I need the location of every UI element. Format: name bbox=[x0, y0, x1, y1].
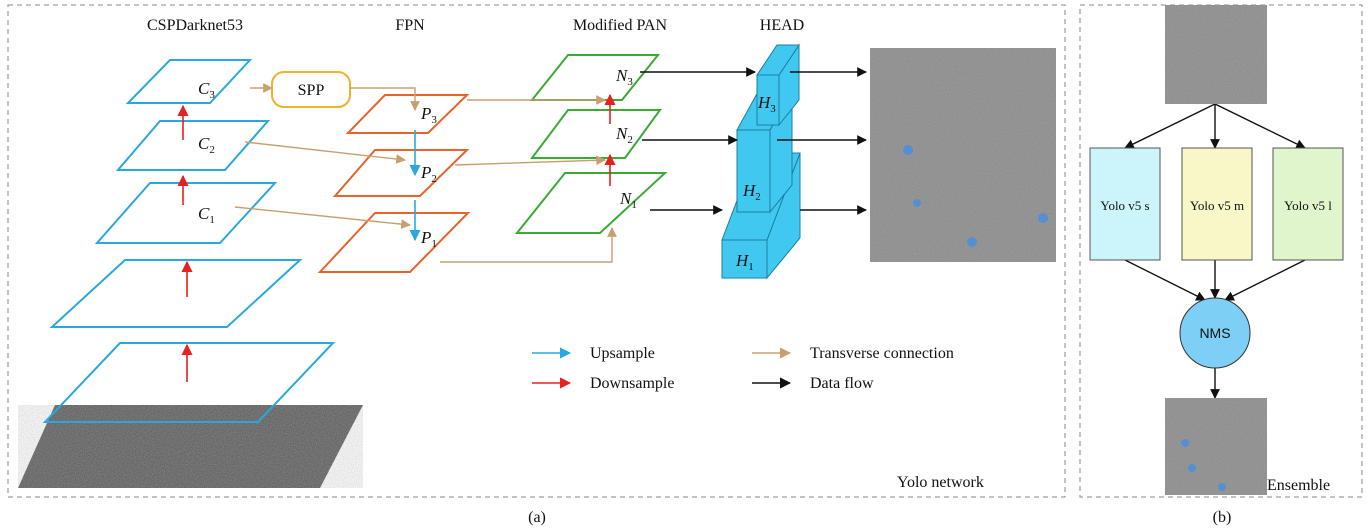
ensemble-output-image bbox=[1165, 398, 1267, 495]
layer-label: C3 bbox=[198, 79, 215, 101]
label-base: C bbox=[198, 204, 210, 223]
label-base: P bbox=[420, 163, 431, 182]
layer-label: N3 bbox=[615, 66, 633, 88]
ensemble-label: Ensemble bbox=[1267, 477, 1330, 494]
legend-label: Data flow bbox=[810, 375, 874, 392]
label-base: C bbox=[198, 134, 210, 153]
label-sub: 2 bbox=[755, 191, 761, 203]
caption: (a) bbox=[528, 509, 546, 526]
layer-label: N1 bbox=[619, 189, 637, 211]
column-title: CSPDarknet53 bbox=[147, 17, 243, 34]
ensemble-input-image bbox=[1165, 5, 1267, 104]
label-sub: 3 bbox=[770, 103, 776, 115]
diagram: CSPDarknet53 FPN Modified PAN HEAD SPP C… bbox=[0, 0, 1369, 531]
label-sub: 3 bbox=[627, 76, 633, 88]
model-label: Yolo v5 m bbox=[1190, 198, 1244, 213]
layer-label: N2 bbox=[615, 124, 633, 146]
label-sub: 3 bbox=[431, 114, 437, 126]
legend-label: Upsample bbox=[590, 345, 655, 362]
label-sub: 3 bbox=[209, 89, 215, 101]
column-title: Modified PAN bbox=[573, 17, 668, 34]
label-sub: 1 bbox=[748, 261, 754, 273]
label-base: P bbox=[420, 104, 431, 123]
network-label: Yolo network bbox=[897, 474, 984, 491]
label-sub: 1 bbox=[431, 238, 437, 250]
label-sub: 2 bbox=[431, 173, 437, 185]
model-label: Yolo v5 s bbox=[1100, 198, 1149, 213]
label-sub: 2 bbox=[209, 144, 215, 156]
caption: (b) bbox=[1213, 509, 1232, 526]
legend-label: Transverse connection bbox=[810, 345, 954, 362]
label-base: C bbox=[198, 79, 210, 98]
layer-label: C1 bbox=[198, 204, 215, 226]
layer-label: P3 bbox=[420, 104, 437, 126]
layer-label: P2 bbox=[420, 163, 437, 185]
label-sub: 2 bbox=[627, 134, 633, 146]
pan-layers bbox=[517, 55, 665, 233]
backbone-layers bbox=[45, 60, 333, 422]
output-image bbox=[870, 48, 1056, 262]
column-title: HEAD bbox=[760, 17, 804, 34]
input-image bbox=[18, 405, 363, 488]
layer-label: P1 bbox=[420, 228, 437, 250]
legend-label: Downsample bbox=[590, 375, 674, 392]
nms-label: NMS bbox=[1199, 325, 1230, 341]
model-label: Yolo v5 l bbox=[1284, 198, 1332, 213]
label-sub: 1 bbox=[209, 214, 215, 226]
head-boxes bbox=[722, 45, 800, 278]
fpn-layers bbox=[320, 95, 468, 272]
label-sub: 1 bbox=[631, 199, 637, 211]
layer-label: C2 bbox=[198, 134, 215, 156]
label-base: P bbox=[420, 228, 431, 247]
legend: Upsample Downsample Transverse connectio… bbox=[532, 345, 954, 392]
column-title: FPN bbox=[395, 17, 425, 34]
spp-label: SPP bbox=[298, 82, 325, 99]
